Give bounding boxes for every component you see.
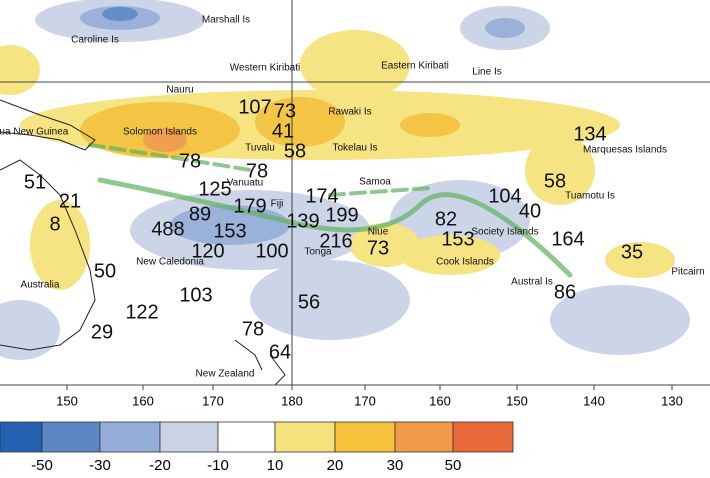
station-value: 8 xyxy=(49,213,60,235)
station-value: 488 xyxy=(151,218,184,240)
legend-swatch xyxy=(274,421,336,453)
place-label: New Caledonia xyxy=(136,257,204,268)
place-label: Caroline Is xyxy=(71,35,119,46)
place-label: Nauru xyxy=(166,85,193,96)
station-value: 82 xyxy=(435,208,457,230)
place-label: Line Is xyxy=(472,67,501,78)
place-label: Marshall Is xyxy=(202,15,250,26)
place-label: Eastern Kiribati xyxy=(381,61,449,72)
station-value: 120 xyxy=(191,240,224,262)
place-label: Solomon Islands xyxy=(123,127,197,138)
place-label: Tonga xyxy=(304,247,332,258)
legend-swatch xyxy=(334,421,396,453)
legend-swatch xyxy=(159,421,219,453)
station-value: 78 xyxy=(246,160,268,182)
grid xyxy=(0,0,710,386)
longitude-label: 170 xyxy=(202,393,224,408)
station-value: 179 xyxy=(233,195,266,217)
legend-label: -10 xyxy=(207,457,229,473)
place-label: Cook Islands xyxy=(436,257,494,268)
legend-label: -30 xyxy=(89,457,111,473)
station-value: 29 xyxy=(91,321,113,343)
longitude-label: 130 xyxy=(661,393,683,408)
station-value: 153 xyxy=(441,228,474,250)
legend-swatch xyxy=(41,421,101,453)
legend-label: 10 xyxy=(267,457,284,473)
station-value: 51 xyxy=(24,171,46,193)
station-value: 153 xyxy=(213,220,246,242)
legend-label: -50 xyxy=(31,457,53,473)
station-value: 199 xyxy=(325,204,358,226)
legend-label: 50 xyxy=(445,457,462,473)
station-value: 40 xyxy=(519,200,541,222)
place-label: Western Kiribati xyxy=(230,63,300,74)
place-label: Tuamotu Is xyxy=(565,191,615,202)
legend-swatch xyxy=(217,421,276,453)
legend: -50 -30 -20 -10 10 20 30 50 xyxy=(0,421,514,474)
station-value: 134 xyxy=(573,123,606,145)
station-value: 73 xyxy=(367,237,389,259)
station-value: 56 xyxy=(298,291,320,313)
place-label: Pitcairn xyxy=(671,267,704,278)
longitude-labels: 150 160 170 180 170 160 150 140 130 xyxy=(56,385,683,408)
legend-swatch xyxy=(452,421,514,453)
station-value: 50 xyxy=(94,260,116,282)
station-value: 35 xyxy=(621,241,643,263)
longitude-label: 140 xyxy=(583,393,605,408)
station-value: 86 xyxy=(554,281,576,303)
legend-swatch xyxy=(394,421,454,453)
station-value: 78 xyxy=(179,150,201,172)
longitude-label: 150 xyxy=(506,393,528,408)
legend-label: -20 xyxy=(149,457,171,473)
longitude-label: 180 xyxy=(281,393,303,408)
place-label: Fiji xyxy=(271,199,284,210)
station-value: 73 xyxy=(274,100,296,122)
legend-swatch xyxy=(0,421,43,453)
place-label: Rawaki Is xyxy=(328,107,371,118)
station-value: 164 xyxy=(551,228,584,250)
longitude-label: 170 xyxy=(354,393,376,408)
longitude-label: 160 xyxy=(132,393,154,408)
station-value: 64 xyxy=(269,341,291,363)
longitude-label: 150 xyxy=(56,393,78,408)
station-value: 139 xyxy=(286,210,319,232)
legend-label: 20 xyxy=(327,457,344,473)
station-value: 89 xyxy=(189,203,211,225)
place-label: Marquesas Islands xyxy=(583,145,667,156)
coastlines xyxy=(0,99,286,386)
place-label: Society Islands xyxy=(471,227,538,238)
station-value: 122 xyxy=(125,301,158,323)
place-label: Tuvalu xyxy=(245,143,275,154)
legend-swatch xyxy=(99,421,161,453)
place-label: Samoa xyxy=(359,177,391,188)
legend-label: 30 xyxy=(387,457,404,473)
station-value: 78 xyxy=(242,318,264,340)
place-label: Niue xyxy=(368,227,389,238)
place-label: New Zealand xyxy=(196,369,255,380)
station-value: 174 xyxy=(305,185,338,207)
place-label: Vanuatu xyxy=(227,178,264,189)
place-label: Papua New Guinea xyxy=(0,127,69,138)
station-value: 103 xyxy=(179,284,212,306)
station-value: 58 xyxy=(544,170,566,192)
place-label: Austral Is xyxy=(511,277,553,288)
station-value: 125 xyxy=(198,178,231,200)
place-labels: Marshall Is Caroline Is Western Kiribati Ea… xyxy=(0,15,705,380)
station-value: 216 xyxy=(319,230,352,252)
spcz-lines xyxy=(88,143,573,278)
station-value: 104 xyxy=(488,185,521,207)
station-value: 21 xyxy=(59,190,81,212)
longitude-label: 160 xyxy=(429,393,451,408)
station-value: 58 xyxy=(284,140,306,162)
station-value: 41 xyxy=(272,120,294,142)
station-value: 107 xyxy=(238,96,271,118)
place-label: Australia xyxy=(21,280,60,291)
station-value: 100 xyxy=(255,240,288,262)
place-label: Tokelau Is xyxy=(332,143,377,154)
